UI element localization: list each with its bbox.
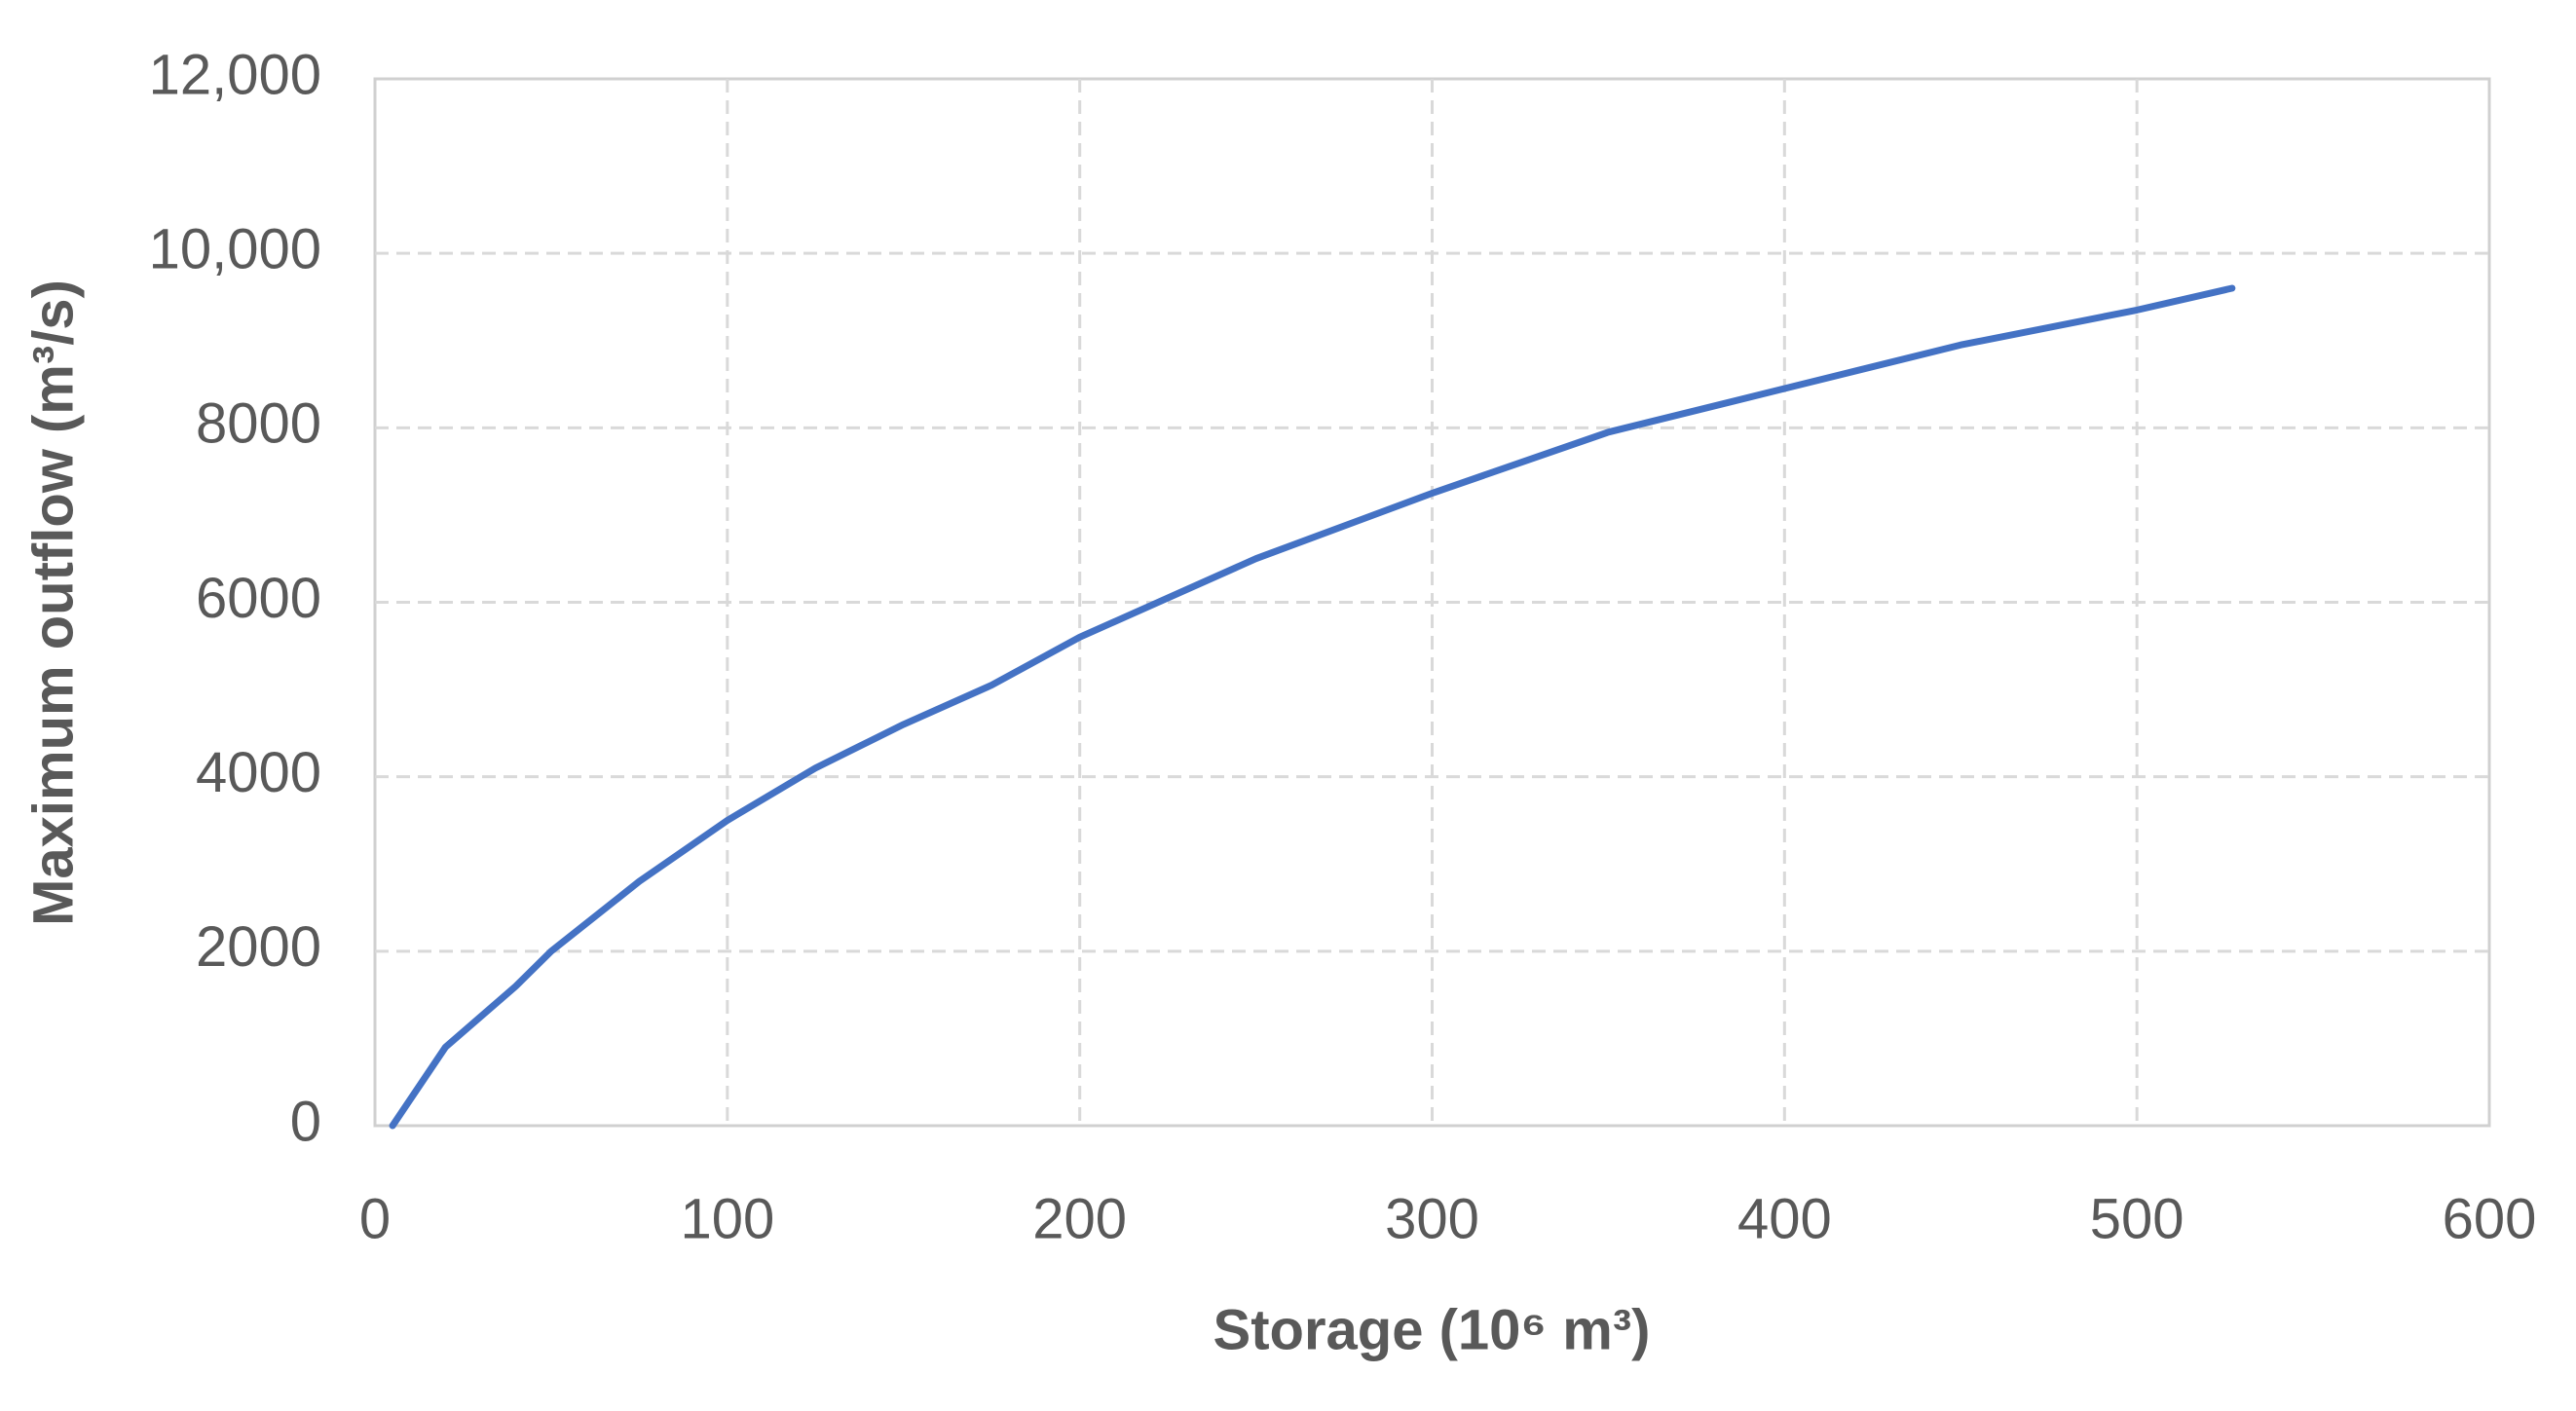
y-tick-label: 4000 [196,741,321,804]
x-tick-label: 300 [1385,1187,1479,1250]
data-line [389,284,2236,1130]
y-tick-label: 8000 [196,392,321,456]
x-axis-title: Storage (10⁶ m³) [1213,1298,1651,1361]
x-tick-label: 0 [359,1187,391,1250]
y-tick-label: 6000 [196,567,321,630]
x-tick-label: 200 [1032,1187,1127,1250]
x-tick-label: 400 [1737,1187,1832,1250]
y-tick-label: 0 [290,1090,321,1153]
y-tick-label: 2000 [196,915,321,979]
y-tick-label: 10,000 [149,217,321,280]
x-tick-label: 500 [2090,1187,2184,1250]
x-tick-label: 600 [2443,1187,2537,1250]
y-axis-title: Maximum outflow (m³/s) [21,279,85,926]
x-tick-label: 100 [680,1187,774,1250]
y-tick-label: 12,000 [149,43,321,106]
